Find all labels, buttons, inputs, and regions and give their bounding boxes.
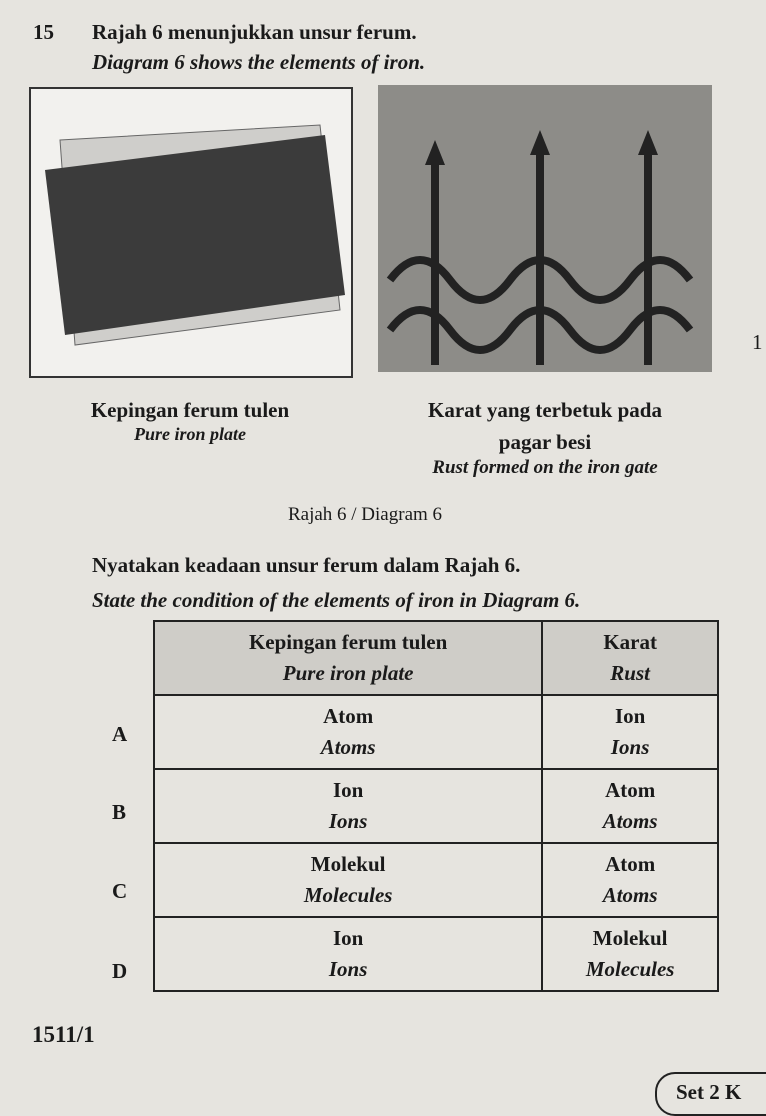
cell-ms: Molekul bbox=[310, 852, 386, 876]
set-label: Set 2 K bbox=[676, 1080, 742, 1104]
cell-en: Atoms bbox=[320, 735, 376, 759]
cell-en: Atoms bbox=[602, 809, 658, 833]
question-text-en: Diagram 6 shows the elements of iron. bbox=[92, 50, 426, 74]
option-cell: Atom Atoms bbox=[541, 768, 719, 844]
option-cell: Ion Ions bbox=[541, 694, 719, 770]
option-cell: Ion Ions bbox=[152, 768, 544, 844]
cell-en: Molecules bbox=[585, 957, 675, 981]
option-letter: D bbox=[112, 959, 128, 983]
option-cell: Molekul Molecules bbox=[541, 916, 719, 992]
header-cell: Karat Rust bbox=[541, 620, 719, 696]
cell-ms: Atom bbox=[605, 852, 656, 876]
option-row: Molekul Molecules Atom Atoms bbox=[152, 842, 719, 918]
option-letter: B bbox=[112, 800, 127, 824]
header-row: Kepingan ferum tulen Pure iron plate Kara… bbox=[152, 620, 719, 696]
answer-table: Kepingan ferum tulen Pure iron plate Kara… bbox=[152, 620, 719, 992]
option-row: Ion Ions Atom Atoms bbox=[152, 768, 719, 844]
option-row: Ion Ions Molekul Molecules bbox=[152, 916, 719, 992]
right-caption-en: Rust formed on the iron gate bbox=[432, 457, 658, 478]
prompt: Nyatakan keadaan unsur ferum dalam Rajah… bbox=[92, 553, 521, 577]
cell-en: Ions bbox=[610, 735, 650, 759]
question-number: 15 bbox=[33, 20, 54, 44]
left-caption-en: Pure iron plate bbox=[133, 424, 247, 444]
figure-label: Rajah 6 / Diagram 6 bbox=[287, 504, 443, 525]
cell-en: Molecules bbox=[303, 883, 393, 907]
cell-en: Ions bbox=[328, 809, 368, 833]
header-en: Rust bbox=[610, 661, 650, 685]
margin-mark: 1 bbox=[752, 330, 763, 354]
option-cell: Molekul Molecules bbox=[152, 842, 544, 918]
header-en: Pure iron plate bbox=[282, 661, 414, 685]
prompt-en: State the condition of the elements of i… bbox=[92, 588, 581, 612]
figure-images bbox=[29, 85, 712, 378]
cell-ms: Ion bbox=[332, 926, 364, 950]
option-cell: Atom Atoms bbox=[541, 842, 719, 918]
cell-ms: Atom bbox=[323, 704, 374, 728]
cell-en: Atoms bbox=[602, 883, 658, 907]
table-body: Kepingan ferum tulen Pure iron plate Kara… bbox=[152, 620, 719, 992]
question-text: Rajah 6 menunjukkan unsur ferum. bbox=[92, 20, 417, 44]
option-cell: Atom Atoms bbox=[152, 694, 544, 770]
option-letter: A bbox=[112, 722, 128, 746]
cell-ms: Ion bbox=[332, 778, 364, 802]
right-caption: Karat yang terbetuk pada bbox=[428, 398, 662, 422]
right-caption: pagar besi bbox=[498, 430, 592, 454]
cell-ms: Molekul bbox=[592, 926, 668, 950]
cell-ms: Atom bbox=[605, 778, 656, 802]
set-badge bbox=[655, 1072, 766, 1116]
option-row: Atom Atoms Ion Ions bbox=[152, 694, 719, 770]
header-ms: Kepingan ferum tulen bbox=[248, 630, 448, 654]
paper-code: 1511/1 bbox=[32, 1022, 95, 1047]
header-ms: Karat bbox=[603, 630, 657, 654]
left-caption: Kepingan ferum tulen bbox=[90, 398, 290, 422]
cell-en: Ions bbox=[328, 957, 368, 981]
option-letter: C bbox=[112, 879, 128, 903]
option-cell: Ion Ions bbox=[152, 916, 544, 992]
cell-ms: Ion bbox=[614, 704, 646, 728]
header-cell: Kepingan ferum tulen Pure iron plate bbox=[152, 620, 544, 696]
